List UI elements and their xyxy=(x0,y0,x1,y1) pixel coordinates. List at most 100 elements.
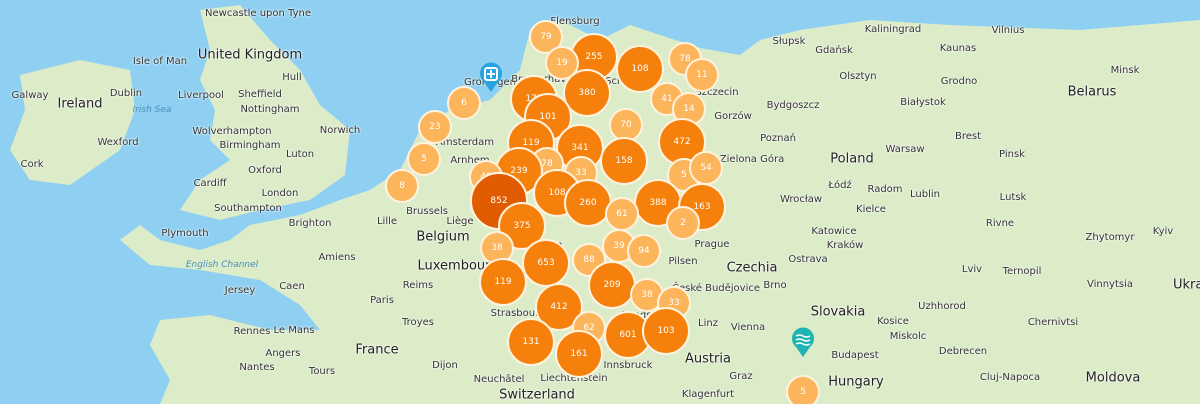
cluster-marker[interactable]: 94 xyxy=(627,234,661,268)
city-label: Dublin xyxy=(109,88,143,99)
country-label: Belgium xyxy=(416,229,470,245)
cluster-count: 79 xyxy=(540,32,552,42)
city-label: Vienna xyxy=(730,322,766,333)
hospital-icon[interactable] xyxy=(478,62,504,92)
city-label: Bydgoszcz xyxy=(766,100,820,111)
city-label: Lviv xyxy=(961,264,983,275)
city-label: Miskolc xyxy=(889,331,927,342)
city-label: Amsterdam xyxy=(435,137,495,148)
cluster-count: 5 xyxy=(421,154,427,164)
city-label: Graz xyxy=(729,371,753,382)
cluster-count: 472 xyxy=(673,137,691,147)
city-label: Gdańsk xyxy=(815,45,853,56)
city-label: Ternopil xyxy=(1002,266,1042,277)
city-label: Wexford xyxy=(97,137,139,148)
country-label: Ukrai xyxy=(1173,277,1200,293)
cluster-count: 601 xyxy=(619,330,637,340)
country-label: Liechtenstein xyxy=(540,373,608,384)
cluster-marker[interactable]: 119 xyxy=(479,258,527,306)
cluster-count: 41 xyxy=(661,94,673,104)
water-icon[interactable] xyxy=(790,327,816,357)
cluster-count: 38 xyxy=(641,290,653,300)
country-label: Luxembourg xyxy=(417,258,499,274)
country-label: Czechia xyxy=(726,260,778,276)
cluster-marker[interactable]: 161 xyxy=(555,330,603,378)
cluster-marker[interactable]: 380 xyxy=(563,69,611,117)
city-label: Ostrava xyxy=(788,254,828,265)
city-label: Kaunas xyxy=(939,43,977,54)
cluster-marker[interactable]: 158 xyxy=(600,137,648,185)
cluster-marker[interactable]: 61 xyxy=(605,197,639,231)
cluster-marker[interactable]: 131 xyxy=(507,318,555,366)
city-label: Katowice xyxy=(811,226,857,237)
sea-label: English Channel xyxy=(185,260,259,270)
city-label: Amiens xyxy=(318,252,356,263)
city-label: Arnhem xyxy=(450,155,490,166)
city-label: Lille xyxy=(376,216,398,227)
cluster-count: 62 xyxy=(583,323,595,333)
city-label: Chernivtsi xyxy=(1027,317,1079,328)
cluster-marker[interactable]: 11 xyxy=(685,58,719,92)
cluster-marker[interactable]: 103 xyxy=(642,307,690,355)
city-label: Rivne xyxy=(985,218,1015,229)
cluster-count: 8 xyxy=(399,181,405,191)
city-label: České Budějovice xyxy=(671,283,761,294)
city-label: Le Mans xyxy=(273,325,315,336)
country-label: United Kingdom xyxy=(197,47,303,63)
city-label: Liverpool xyxy=(178,90,224,101)
cluster-count: 161 xyxy=(570,349,588,359)
cluster-count: 163 xyxy=(693,202,711,212)
city-label: Angers xyxy=(265,348,301,359)
country-label: Austria xyxy=(685,351,731,367)
cluster-marker[interactable]: 5 xyxy=(407,142,441,176)
city-label: Nottingham xyxy=(240,104,300,115)
city-label: Lutsk xyxy=(999,192,1027,203)
city-label: Budapest xyxy=(831,350,879,361)
cluster-marker[interactable]: 54 xyxy=(689,151,723,185)
country-label: Belarus xyxy=(1067,84,1117,100)
cluster-marker[interactable]: 5 xyxy=(786,375,820,404)
cluster-marker[interactable]: 260 xyxy=(564,179,612,227)
cluster-count: 653 xyxy=(537,258,555,268)
city-label: Kyiv xyxy=(1152,226,1174,237)
cluster-count: 412 xyxy=(550,302,568,312)
city-label: Lublin xyxy=(910,189,940,200)
cluster-marker[interactable]: 2 xyxy=(666,206,700,240)
city-label: Dijon xyxy=(432,360,458,371)
city-label: Oxford xyxy=(248,165,282,176)
city-label: Linz xyxy=(698,318,718,329)
city-label: Minsk xyxy=(1110,65,1140,76)
city-label: Wrocław xyxy=(779,194,823,205)
cluster-count: 19 xyxy=(556,58,568,68)
city-label: Kielce xyxy=(856,204,886,215)
city-label: Vilnius xyxy=(991,25,1025,36)
country-label: Poland xyxy=(830,151,874,167)
city-label: Szczecin xyxy=(695,87,739,98)
city-label: Tours xyxy=(308,366,336,377)
city-label: Hull xyxy=(282,72,302,83)
cluster-marker[interactable]: 653 xyxy=(522,239,570,287)
cluster-count: 54 xyxy=(700,163,712,173)
cluster-count: 131 xyxy=(522,337,540,347)
country-label: Ireland xyxy=(57,96,103,112)
cluster-marker[interactable]: 6 xyxy=(447,86,481,120)
city-label: Brussels xyxy=(406,206,448,217)
cluster-marker[interactable]: 209 xyxy=(588,261,636,309)
country-label: Slovakia xyxy=(810,304,866,320)
cluster-marker[interactable]: 8 xyxy=(385,169,419,203)
country-label: France xyxy=(355,342,399,358)
cluster-count: 380 xyxy=(578,88,596,98)
cluster-count: 78 xyxy=(679,54,691,64)
city-label: Cork xyxy=(20,159,44,170)
cluster-marker[interactable]: 23 xyxy=(418,110,452,144)
cluster-count: 119 xyxy=(494,277,512,287)
city-label: Cardiff xyxy=(193,178,227,189)
city-label: Pinsk xyxy=(999,149,1025,160)
city-label: Vinnytsia xyxy=(1086,279,1134,290)
cluster-count: 38 xyxy=(491,243,503,253)
cluster-count: 14 xyxy=(683,104,695,114)
city-label: Brest xyxy=(954,131,982,142)
city-label: Flensburg xyxy=(550,16,600,27)
cluster-count: 61 xyxy=(616,209,628,219)
